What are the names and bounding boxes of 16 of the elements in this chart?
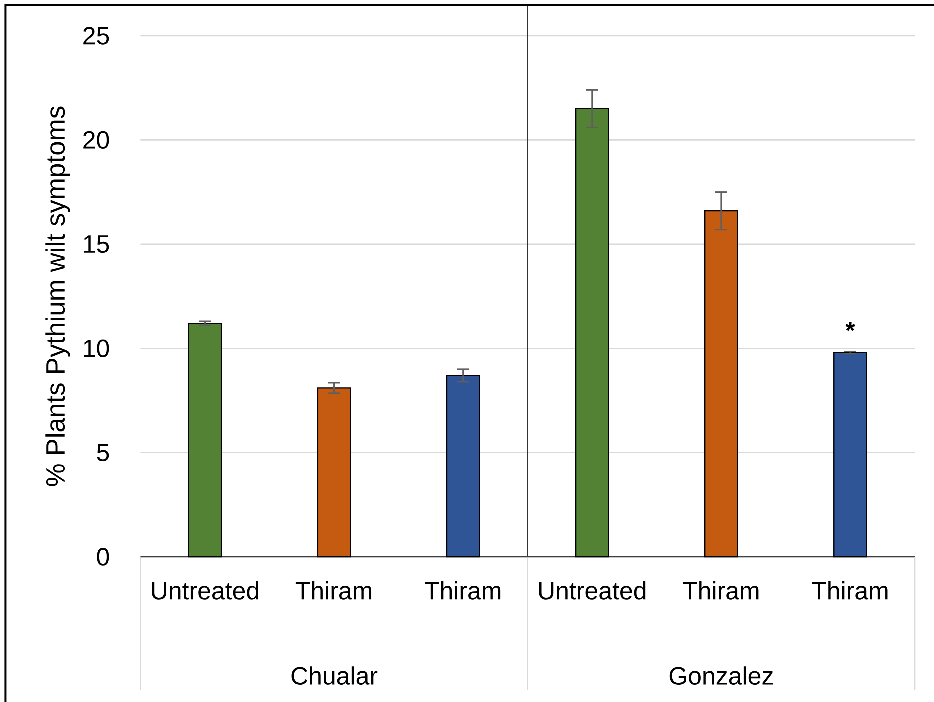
y-tick-label: 0 [97,548,110,566]
x-axis-title: Gonzalez [670,666,773,685]
y-tick-label: 10 [84,340,110,358]
data-label: * [846,322,856,332]
x-tick-label: Untreated [539,581,646,600]
x-tick-label: Thiram [425,581,501,600]
x-tick-label: Thiram [812,581,888,600]
y-tick-label: 5 [97,444,110,462]
y-tick-label: 15 [84,236,110,254]
x-tick-label: Thiram [296,581,372,600]
x-tick-label: Thiram [683,581,759,600]
x-axis-title: Chualar [292,666,378,685]
x-tick-label: Untreated [152,581,259,600]
y-tick-label: 25 [84,27,110,45]
y-tick-label: 20 [84,131,110,150]
y-axis-title: % Plants Pythium wilt symptoms [46,106,70,486]
